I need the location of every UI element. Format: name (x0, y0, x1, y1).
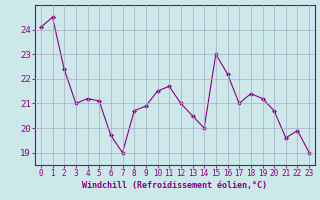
X-axis label: Windchill (Refroidissement éolien,°C): Windchill (Refroidissement éolien,°C) (83, 181, 268, 190)
